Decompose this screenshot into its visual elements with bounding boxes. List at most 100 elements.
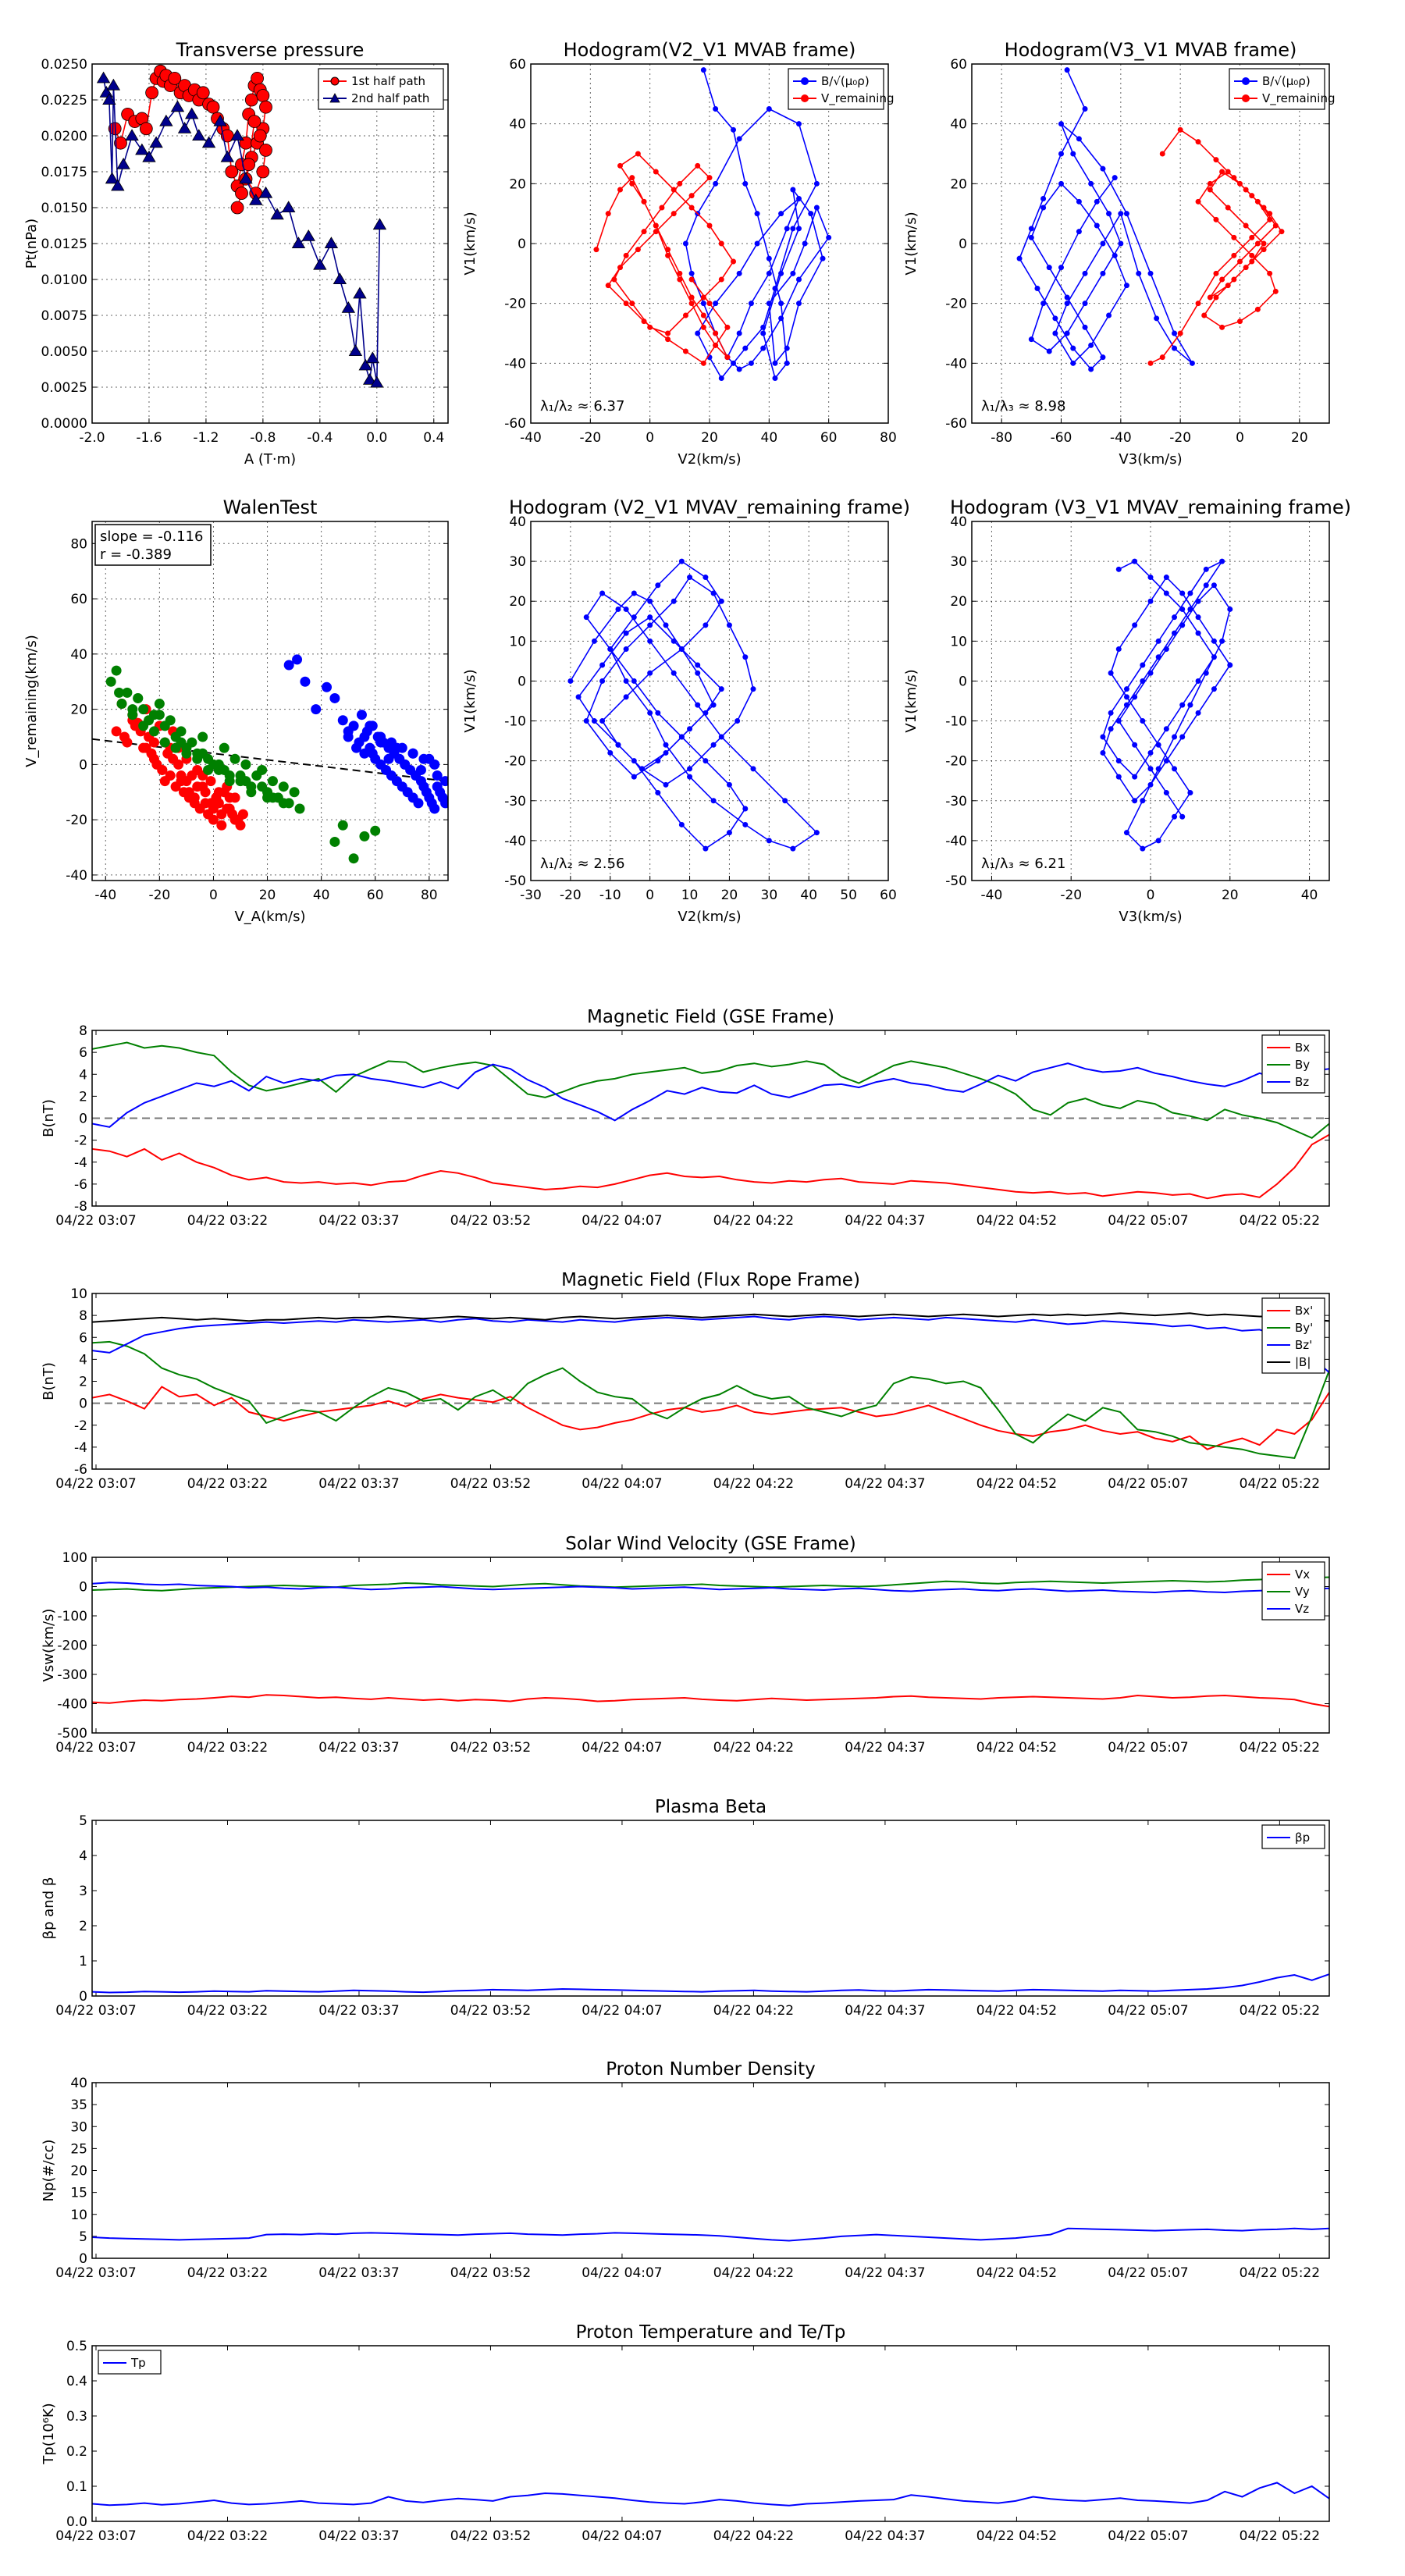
plot-frame [91,1557,1330,1734]
data-point [1279,229,1285,235]
y-tick-label: 4 [79,1067,87,1083]
data-point [1040,196,1047,201]
data-point [688,193,695,199]
data-point [1203,566,1209,572]
y-axis-label: V1(km/s) [903,212,919,275]
data-point [1177,126,1183,133]
legend-label: Vy [1295,1585,1310,1599]
data-point [1243,187,1249,193]
data-point [278,781,289,792]
data-point [1076,229,1082,235]
y-tick-label: 0.0175 [41,165,87,180]
data-point [1179,702,1186,708]
data-point [1016,255,1023,262]
data-point [337,820,348,831]
data-point [736,366,742,372]
y-tick-label: 2 [79,1375,87,1390]
data-point [1195,678,1201,684]
data-point [1058,151,1064,157]
data-point [599,662,606,668]
data-point [370,825,381,836]
y-axis-label: Pt(nPa) [23,219,40,269]
y-tick-label: 60 [950,57,967,73]
data-point [219,742,229,753]
data-point [1254,306,1261,312]
chart-title: Magnetic Field (GSE Frame) [587,1007,834,1027]
data-point [1225,169,1231,175]
data-point [192,781,203,792]
series-hodo4-0 [1100,558,1233,852]
data-point [1082,301,1088,307]
y-tick-label: 0.0000 [41,416,87,432]
x-tick-label: 04/22 05:07 [1108,2528,1188,2544]
data-point [397,742,407,753]
data-point [742,806,749,812]
data-point [599,718,606,724]
data-point [341,301,356,313]
y-axis-label: V1(km/s) [462,669,478,732]
ratio-annotation: λ₁/λ₃ ≈ 6.21 [981,856,1065,872]
data-point [1187,590,1193,596]
y-tick-label: 0.0100 [41,272,87,288]
legend-label: B/√(μ₀ρ) [1262,74,1311,88]
plot-area [92,2482,1329,2507]
data-point [1272,222,1279,229]
data-point [362,373,377,385]
data-point [1108,670,1114,676]
data-point [784,360,790,366]
legend: 1st half path 2nd half path [318,68,444,110]
data-point [713,342,719,348]
data-point [641,229,647,235]
x-tick-label: 04/22 05:07 [1108,1213,1188,1229]
data-point [607,646,614,653]
data-point [700,360,706,366]
chart-hodo4: Hodogram (V3_V1 MVAV_remaining frame) -50… [903,496,1351,925]
data-point [173,759,184,770]
data-point [742,821,749,827]
data-point [114,136,127,150]
y-tick-label: 0 [79,757,87,773]
x-tick-label: -20 [579,430,601,446]
plot-frame [971,63,1330,424]
data-point [105,172,119,184]
legend-label: Bx' [1295,1304,1313,1318]
series-line [92,1062,1329,1128]
data-point [731,360,737,366]
data-point [702,758,709,764]
data-point [1195,139,1201,145]
data-point [1155,838,1161,844]
data-point [647,598,653,604]
data-point [808,211,814,217]
y-tick-label: 40 [70,647,87,663]
x-tick-label: 04/22 04:37 [845,1476,925,1492]
y-tick-label: -50 [945,873,967,889]
data-point [790,226,796,232]
data-point [165,715,176,726]
data-point [400,759,411,770]
data-point [244,93,258,107]
data-point [1163,646,1169,653]
y-tick-label: -100 [57,1609,87,1624]
data-point [259,143,272,157]
y-tick-label: 10 [70,2208,87,2223]
data-point [116,158,130,169]
data-point [256,89,270,102]
data-point [677,270,683,276]
data-point [216,820,227,831]
y-tick-label: -10 [945,714,967,730]
data-point [724,324,731,330]
series-pt-1 [96,71,387,388]
data-point [187,737,197,748]
y-tick-label: 0 [79,1989,87,2005]
plot-area [92,654,448,864]
data-point [1140,678,1146,684]
data-point [731,258,737,265]
data-point [239,172,253,184]
data-point [583,614,589,621]
x-tick-label: -20 [1060,888,1082,903]
chart-title: Hodogram(V2_V1 MVAB frame) [564,39,856,61]
x-tick-label: 04/22 05:22 [1240,1213,1320,1229]
legend-label: 2nd half path [351,91,429,105]
data-point [168,72,182,85]
data-point [1132,742,1138,748]
